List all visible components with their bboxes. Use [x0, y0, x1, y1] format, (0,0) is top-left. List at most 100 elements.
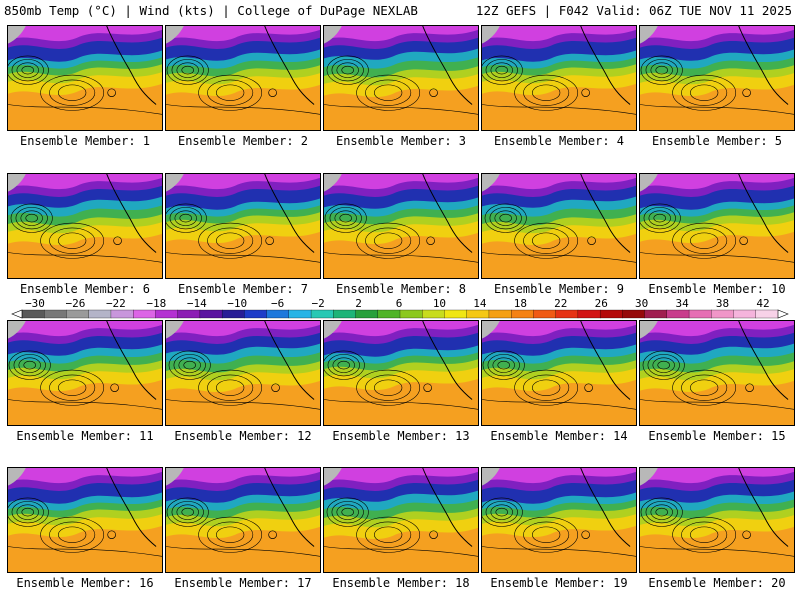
temperature-map [165, 320, 321, 426]
isobar-contour [21, 507, 34, 517]
terrain-mask [166, 26, 184, 44]
terrain-mask [482, 321, 500, 339]
terrain-mask [482, 174, 500, 192]
isobar-contour [523, 79, 570, 106]
colorbar-cell [444, 309, 468, 319]
ensemble-member-label: Ensemble Member: 17 [174, 576, 312, 590]
isobar-contour [690, 84, 719, 101]
temperature-map [165, 25, 321, 131]
temperature-map [639, 25, 795, 131]
low-center-contour [107, 88, 116, 97]
isobar-contour [482, 546, 636, 557]
isobar-contour [169, 207, 202, 230]
coastline [580, 468, 631, 547]
ensemble-member-panel: Ensemble Member: 4 [481, 25, 637, 149]
ensemble-member-label: Ensemble Member: 13 [332, 429, 470, 443]
isobar-contour [650, 504, 673, 520]
ensemble-member-label: Ensemble Member: 3 [335, 134, 467, 148]
ensemble-member-label: Ensemble Member: 7 [177, 282, 309, 296]
colorbar-tick-label: 34 [675, 297, 689, 310]
colorbar-cell [599, 309, 623, 319]
isobar-contour [174, 210, 197, 226]
isobar-contour [487, 354, 520, 377]
coastline [264, 321, 315, 400]
isobar-contour [681, 79, 728, 106]
isobar-contour [499, 213, 512, 223]
colorbar-tick-label: 6 [395, 297, 403, 310]
isobar-contour [171, 501, 204, 524]
temperature-band [166, 174, 320, 190]
temperature-band [640, 174, 794, 190]
temperature-band [166, 468, 320, 484]
temperature-band [640, 468, 794, 484]
colorbar-cell [644, 309, 668, 319]
isobar-contour [356, 369, 421, 406]
temperature-band [482, 321, 636, 337]
terrain-mask [166, 174, 184, 192]
isobar-contour [523, 374, 570, 401]
isobar-contour [336, 504, 359, 520]
temperature-band [166, 321, 320, 337]
coastline [264, 468, 315, 547]
temperature-band [482, 174, 636, 190]
isobar-contour [640, 104, 794, 115]
chart-title: 850mb Temp (°C) | Wind (kts) | College o… [4, 3, 418, 18]
temperature-map [323, 467, 479, 573]
isobar-contour [13, 354, 46, 377]
low-center-contour [739, 236, 748, 245]
ensemble-member-panel: Ensemble Member: 5 [639, 25, 795, 149]
temperature-band [640, 26, 794, 42]
colorbar-cell [88, 309, 112, 319]
temperature-band [8, 26, 162, 42]
coastline [422, 174, 473, 253]
isobar-contour [643, 207, 676, 230]
colorbar-cell [733, 309, 757, 319]
temperature-band [324, 321, 478, 337]
isobar-contour [16, 62, 39, 78]
isobar-contour [482, 55, 523, 85]
ensemble-member-panel: Ensemble Member: 3 [323, 25, 479, 149]
colorbar-tick-label: 18 [513, 297, 527, 310]
temperature-map [7, 173, 163, 279]
colorbar-cell [133, 309, 156, 319]
temperature-band [324, 468, 478, 484]
colorbar-tick-label: 2 [355, 297, 362, 310]
terrain-mask [324, 468, 342, 486]
isobar-contour [324, 350, 365, 380]
isobar-contour [181, 507, 194, 517]
isobar-contour [16, 504, 39, 520]
terrain-mask [640, 26, 658, 44]
colorbar-tick-label: −10 [227, 297, 248, 310]
isobar-contour [365, 521, 412, 548]
terrain-mask [640, 468, 658, 486]
isobar-contour [482, 104, 636, 115]
isobar-contour [40, 516, 105, 553]
isobar-contour [216, 526, 245, 543]
colorbar-tick-label: 38 [715, 297, 730, 310]
isobar-contour [166, 252, 320, 263]
ensemble-member-panel: Ensemble Member: 13 [323, 320, 479, 444]
temperature-band [8, 321, 162, 337]
terrain-mask [324, 174, 342, 192]
low-center-contour [268, 530, 277, 539]
colorbar-cell [333, 309, 356, 319]
temperature-band [8, 468, 162, 484]
run-valid-time: 12Z GEFS | F042 Valid: 06Z TUE NOV 11 20… [475, 3, 792, 18]
colorbar-cell [488, 309, 512, 319]
isobar-contour [494, 210, 517, 226]
colorbar-cell [355, 309, 379, 319]
colorbar-cell [199, 309, 223, 319]
isobar-contour [365, 374, 412, 401]
low-center-contour [113, 236, 122, 245]
colorbar-cell [755, 309, 779, 319]
isobar-contour [532, 232, 561, 249]
low-center-contour [110, 383, 119, 392]
colorbar-cell [688, 309, 712, 319]
ensemble-member-label: Ensemble Member: 8 [335, 282, 467, 296]
isobar-contour [8, 350, 51, 380]
colorbar-cell [577, 309, 601, 319]
isobar-contour [489, 207, 522, 230]
isobar-contour [171, 59, 204, 82]
ensemble-member-panel: Ensemble Member: 1 [7, 25, 163, 149]
ensemble-member-panel: Ensemble Member: 17 [165, 467, 321, 591]
